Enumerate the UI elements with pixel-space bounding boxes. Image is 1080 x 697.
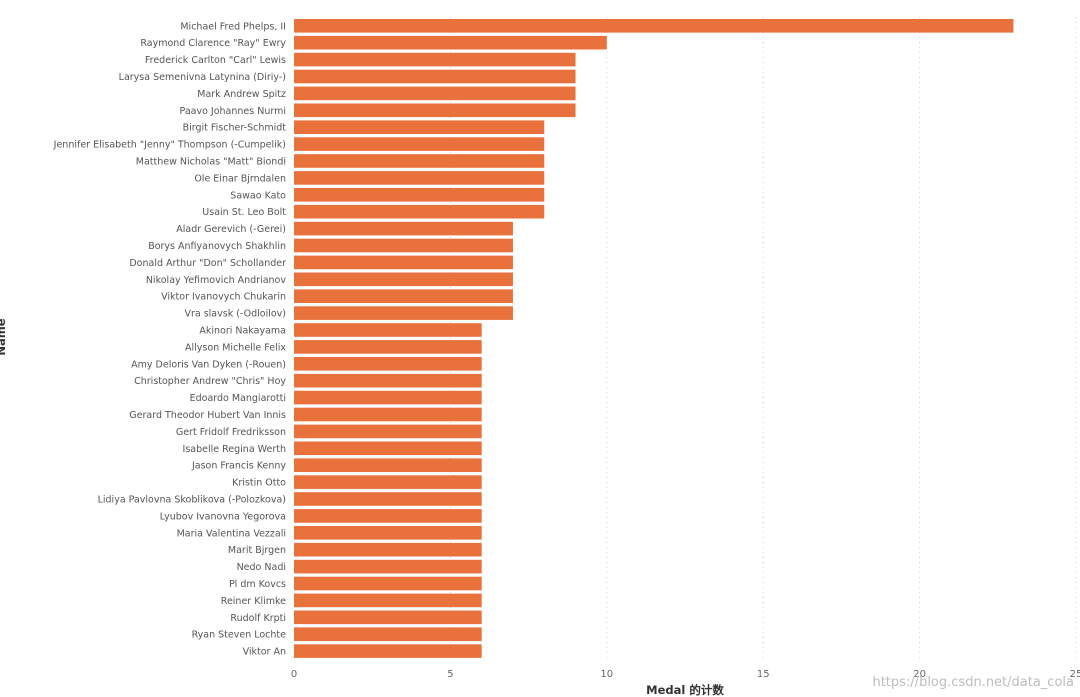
bar-21[interactable] (294, 373, 482, 388)
bar-8[interactable] (294, 154, 545, 168)
bar-10[interactable] (294, 188, 545, 202)
category-label-28: Lidiya Pavlovna Skoblikova (-Polozkova) (98, 495, 286, 506)
x-tick-label-0: 0 (291, 669, 297, 680)
category-label-6: Birgit Fischer-Schmidt (183, 123, 287, 134)
bar-3[interactable] (294, 69, 576, 84)
bar-32[interactable] (294, 559, 482, 574)
category-label-33: Pl dm Kovcs (229, 579, 286, 590)
category-label-18: Akinori Nakayama (199, 326, 286, 337)
category-label-36: Ryan Steven Lochte (192, 630, 287, 641)
bar-27[interactable] (294, 475, 482, 489)
x-tick-label-20: 20 (913, 669, 926, 680)
x-tick-labels: 0 5 10 15 20 25 (291, 669, 1080, 680)
category-label-31: Marit Bjrgen (228, 545, 286, 556)
bar-24[interactable] (294, 424, 482, 439)
bar-13[interactable] (294, 238, 513, 253)
category-label-22: Edoardo Mangiarotti (190, 393, 286, 404)
bar-12[interactable] (294, 221, 513, 236)
bar-14[interactable] (294, 255, 513, 270)
bar-20[interactable] (294, 357, 482, 371)
bar-6[interactable] (294, 120, 545, 134)
bar-28[interactable] (294, 492, 482, 506)
category-label-32: Nedo Nadi (237, 562, 286, 573)
bar-33[interactable] (294, 576, 482, 591)
category-label-34: Reiner Klimke (221, 596, 286, 607)
bar-34[interactable] (294, 593, 482, 608)
watermark-text: https://blog.csdn.net/data_cola (872, 675, 1074, 690)
x-tick-label-15: 15 (757, 669, 770, 680)
bar-5[interactable] (294, 103, 576, 118)
bar-26[interactable] (294, 458, 482, 472)
category-label-20: Amy Deloris Van Dyken (-Rouen) (131, 359, 286, 370)
bar-2[interactable] (294, 52, 576, 67)
category-label-15: Nikolay Yefimovich Andrianov (146, 275, 287, 286)
category-label-1: Raymond Clarence "Ray" Ewry (140, 38, 286, 49)
x-tick-label-10: 10 (600, 669, 613, 680)
category-label-5: Paavo Johannes Nurmi (180, 106, 286, 117)
category-label-16: Viktor Ivanovych Chukarin (161, 292, 286, 303)
bar-31[interactable] (294, 542, 482, 557)
category-labels: Michael Fred Phelps, II Raymond Clarence … (53, 21, 287, 657)
category-label-29: Lyubov Ivanovna Yegorova (160, 511, 286, 522)
category-label-21: Christopher Andrew "Chris" Hoy (134, 376, 286, 387)
x-tick-label-25: 25 (1070, 669, 1080, 680)
bar-11[interactable] (294, 204, 545, 219)
bar-7[interactable] (294, 137, 545, 151)
category-label-26: Jason Francis Kenny (191, 461, 286, 472)
bars (294, 19, 1014, 658)
category-label-2: Frederick Carlton "Carl" Lewis (145, 55, 286, 66)
category-label-0: Michael Fred Phelps, II (180, 21, 286, 32)
bar-16[interactable] (294, 289, 513, 303)
category-label-14: Donald Arthur "Don" Schollander (129, 258, 286, 269)
bar-25[interactable] (294, 441, 482, 456)
bar-36[interactable] (294, 627, 482, 641)
bar-4[interactable] (294, 86, 576, 101)
bar-19[interactable] (294, 340, 482, 354)
bar-18[interactable] (294, 323, 482, 337)
category-label-8: Matthew Nicholas "Matt" Biondi (136, 157, 286, 168)
category-label-9: Ole Einar Bjrndalen (194, 173, 286, 184)
bar-29[interactable] (294, 509, 482, 523)
x-axis-title: Medal 的计数 (646, 683, 724, 697)
bar-22[interactable] (294, 390, 482, 405)
category-label-7: Jennifer Elisabeth "Jenny" Thompson (-Cu… (53, 140, 286, 151)
bar-15[interactable] (294, 272, 513, 287)
bar-17[interactable] (294, 306, 513, 320)
category-label-12: Aladr Gerevich (-Gerei) (176, 224, 286, 235)
bar-35[interactable] (294, 610, 482, 625)
category-label-27: Kristin Otto (232, 478, 286, 489)
category-label-3: Larysa Semenivna Latynina (Diriy-) (119, 72, 286, 83)
bar-9[interactable] (294, 171, 545, 185)
category-label-37: Viktor An (243, 647, 286, 658)
category-label-13: Borys Anfiyanovych Shakhlin (148, 241, 286, 252)
category-label-35: Rudolf Krpti (230, 613, 286, 624)
category-label-11: Usain St. Leo Bolt (202, 207, 286, 218)
category-label-25: Isabelle Regina Werth (183, 444, 286, 455)
y-axis-title: Name (0, 318, 8, 355)
category-label-19: Allyson Michelle Felix (185, 342, 286, 353)
bar-0[interactable] (294, 19, 1014, 33)
bar-30[interactable] (294, 526, 482, 540)
category-label-17: Vra slavsk (-Odloilov) (184, 309, 286, 320)
category-label-24: Gert Fridolf Fredriksson (176, 427, 286, 438)
bar-23[interactable] (294, 407, 482, 422)
bar-37[interactable] (294, 644, 482, 658)
category-label-4: Mark Andrew Spitz (197, 89, 286, 100)
category-label-10: Sawao Kato (230, 190, 286, 201)
x-tick-label-5: 5 (447, 669, 453, 680)
category-label-23: Gerard Theodor Hubert Van Innis (129, 410, 286, 421)
bar-1[interactable] (294, 35, 607, 50)
category-label-30: Maria Valentina Vezzali (177, 528, 286, 539)
